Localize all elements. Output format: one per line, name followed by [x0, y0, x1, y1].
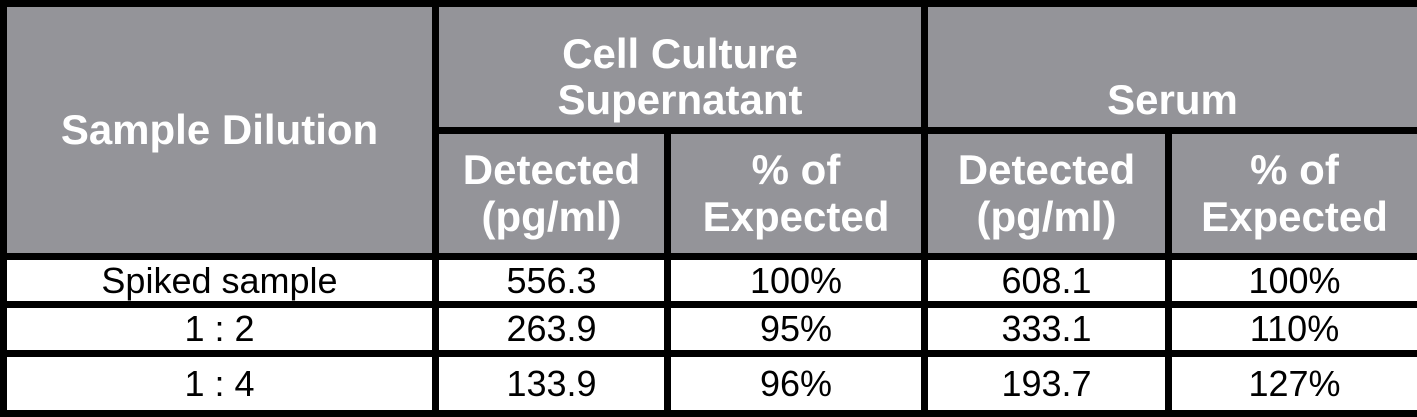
row-label: 1 : 4 — [4, 354, 436, 414]
row-label: Spiked sample — [4, 257, 436, 305]
value-serum-detected: 333.1 — [925, 305, 1169, 354]
group-header-serum: Serum — [925, 4, 1417, 131]
value-cc-percent-expected: 95% — [668, 305, 925, 354]
value-cc-percent-expected: 96% — [668, 354, 925, 414]
row-label: 1 : 2 — [4, 305, 436, 354]
subheader-serum-percent-expected: % of Expected — [1169, 131, 1417, 257]
group-header-cell-culture-supernatant: Cell Culture Supernatant — [436, 4, 925, 131]
subheader-cc-percent-expected: % of Expected — [668, 131, 925, 257]
subheader-cc-detected: Detected (pg/ml) — [436, 131, 668, 257]
value-serum-detected: 608.1 — [925, 257, 1169, 305]
value-cc-percent-expected: 100% — [668, 257, 925, 305]
value-serum-percent-expected: 100% — [1169, 257, 1417, 305]
value-serum-detected: 193.7 — [925, 354, 1169, 414]
value-serum-percent-expected: 110% — [1169, 305, 1417, 354]
table-row-spiked-sample: Spiked sample 556.3 100% 608.1 100% — [4, 257, 1417, 305]
value-cc-detected: 263.9 — [436, 305, 668, 354]
value-serum-percent-expected: 127% — [1169, 354, 1417, 414]
table-row-1-2: 1 : 2 263.9 95% 333.1 110% — [4, 305, 1417, 354]
subheader-serum-detected: Detected (pg/ml) — [925, 131, 1169, 257]
header-row-groups: Sample Dilution Cell Culture Supernatant… — [4, 4, 1417, 131]
table-row-1-4: 1 : 4 133.9 96% 193.7 127% — [4, 354, 1417, 414]
value-cc-detected: 133.9 — [436, 354, 668, 414]
corner-header-sample-dilution: Sample Dilution — [4, 4, 436, 257]
value-cc-detected: 556.3 — [436, 257, 668, 305]
